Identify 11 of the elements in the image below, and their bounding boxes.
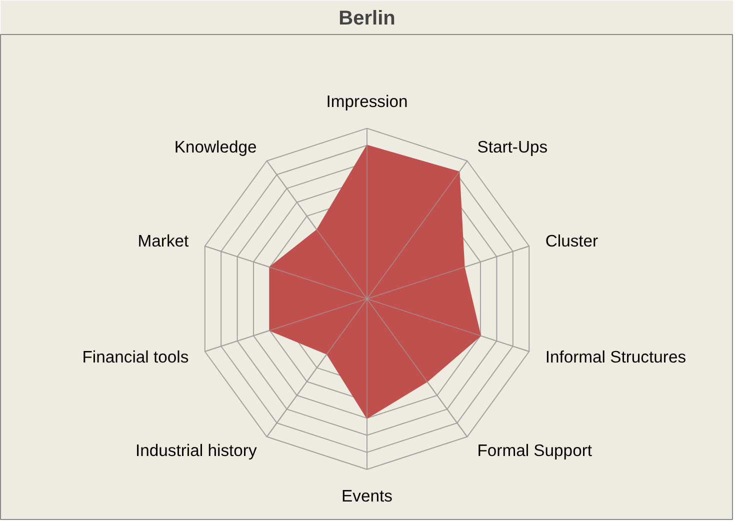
spoke-label: Knowledge [174, 138, 257, 157]
spoke-label: Cluster [545, 231, 599, 250]
spoke-label: Start-Ups [477, 138, 548, 157]
spoke-label: Impression [326, 92, 408, 112]
chart-title: Berlin [338, 8, 396, 30]
spoke-label: Market [138, 231, 190, 250]
spoke-label: Industrial history [136, 441, 258, 460]
spoke-label: Financial tools [82, 347, 189, 366]
spoke-label: Formal Support [477, 441, 592, 460]
spoke-label: Events [342, 486, 392, 506]
spoke-label: Informal Structures [545, 347, 686, 366]
